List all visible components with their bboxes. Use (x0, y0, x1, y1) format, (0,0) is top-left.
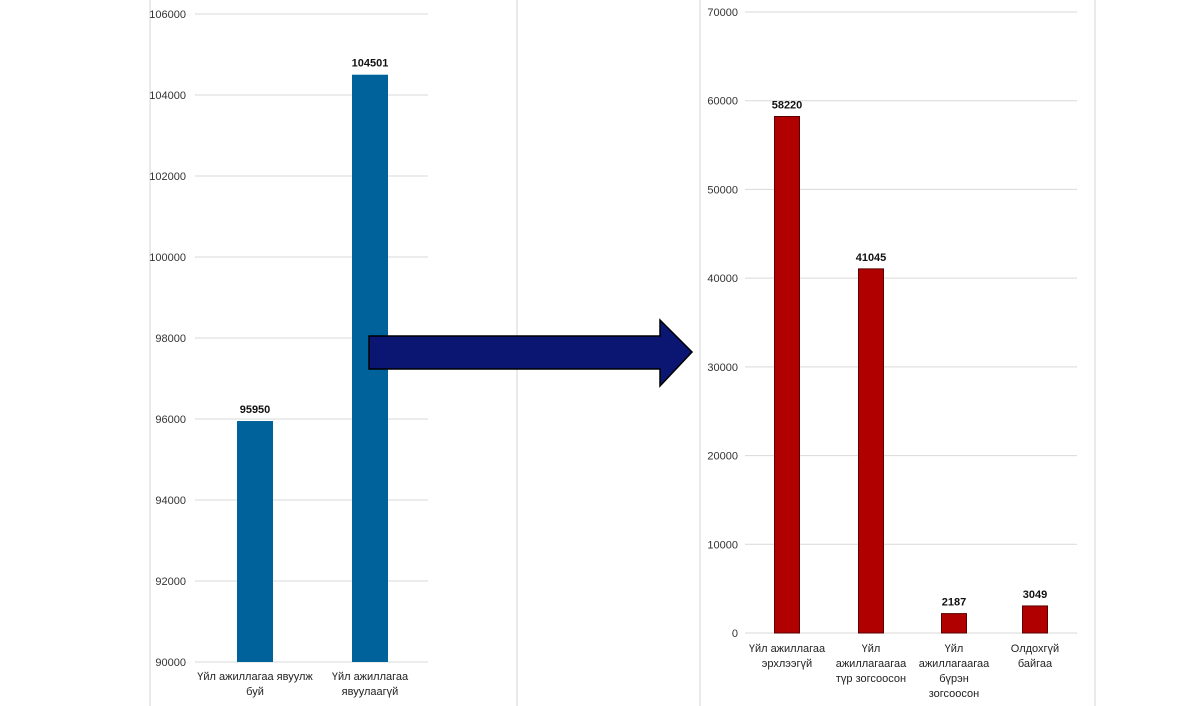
bar (237, 421, 273, 662)
y-tick-label: 106000 (149, 9, 186, 21)
data-label: 95950 (240, 404, 271, 416)
bar (941, 613, 967, 634)
y-tick-label: 92000 (155, 576, 186, 588)
category-label: Үйл ажиллагаагаа бүрэн зогсоосон (919, 643, 990, 700)
bar (1022, 605, 1048, 634)
y-tick-label: 50000 (707, 184, 738, 196)
y-tick-label: 10000 (707, 539, 738, 551)
right-arrow-icon (368, 318, 694, 388)
y-tick-label: 98000 (155, 333, 186, 345)
y-tick-label: 94000 (155, 495, 186, 507)
y-tick-label: 60000 (707, 96, 738, 108)
y-tick-label: 70000 (707, 7, 738, 19)
data-label: 58220 (772, 100, 803, 112)
category-label: Үйл ажиллагаа явуулаагүй (332, 671, 409, 698)
y-tick-label: 102000 (149, 171, 186, 183)
y-tick-label: 100000 (149, 252, 186, 264)
y-tick-label: 30000 (707, 362, 738, 374)
bar (858, 268, 884, 634)
y-tick-label: 40000 (707, 273, 738, 285)
data-label: 41045 (856, 252, 887, 264)
data-label: 2187 (942, 597, 966, 609)
bar (774, 116, 800, 634)
category-label: Үйл ажиллагаа явуулж буй (197, 671, 313, 698)
y-tick-label: 96000 (155, 414, 186, 426)
category-label: Олдохгүй байгаа (1011, 643, 1059, 670)
y-tick-label: 0 (732, 628, 738, 640)
category-label: Үйл ажиллагаагаа түр зогсоосон (836, 643, 907, 685)
y-tick-label: 104000 (149, 90, 186, 102)
right-bar-chart: 0 10000 20000 30000 40000 50000 60000 70000 5822… (699, 0, 1096, 706)
category-label: Үйл ажиллагаа эрхлээгүй (749, 643, 826, 670)
data-label: 3049 (1023, 589, 1047, 601)
data-label: 104501 (352, 58, 389, 70)
y-tick-label: 90000 (155, 657, 186, 669)
y-tick-label: 20000 (707, 451, 738, 463)
